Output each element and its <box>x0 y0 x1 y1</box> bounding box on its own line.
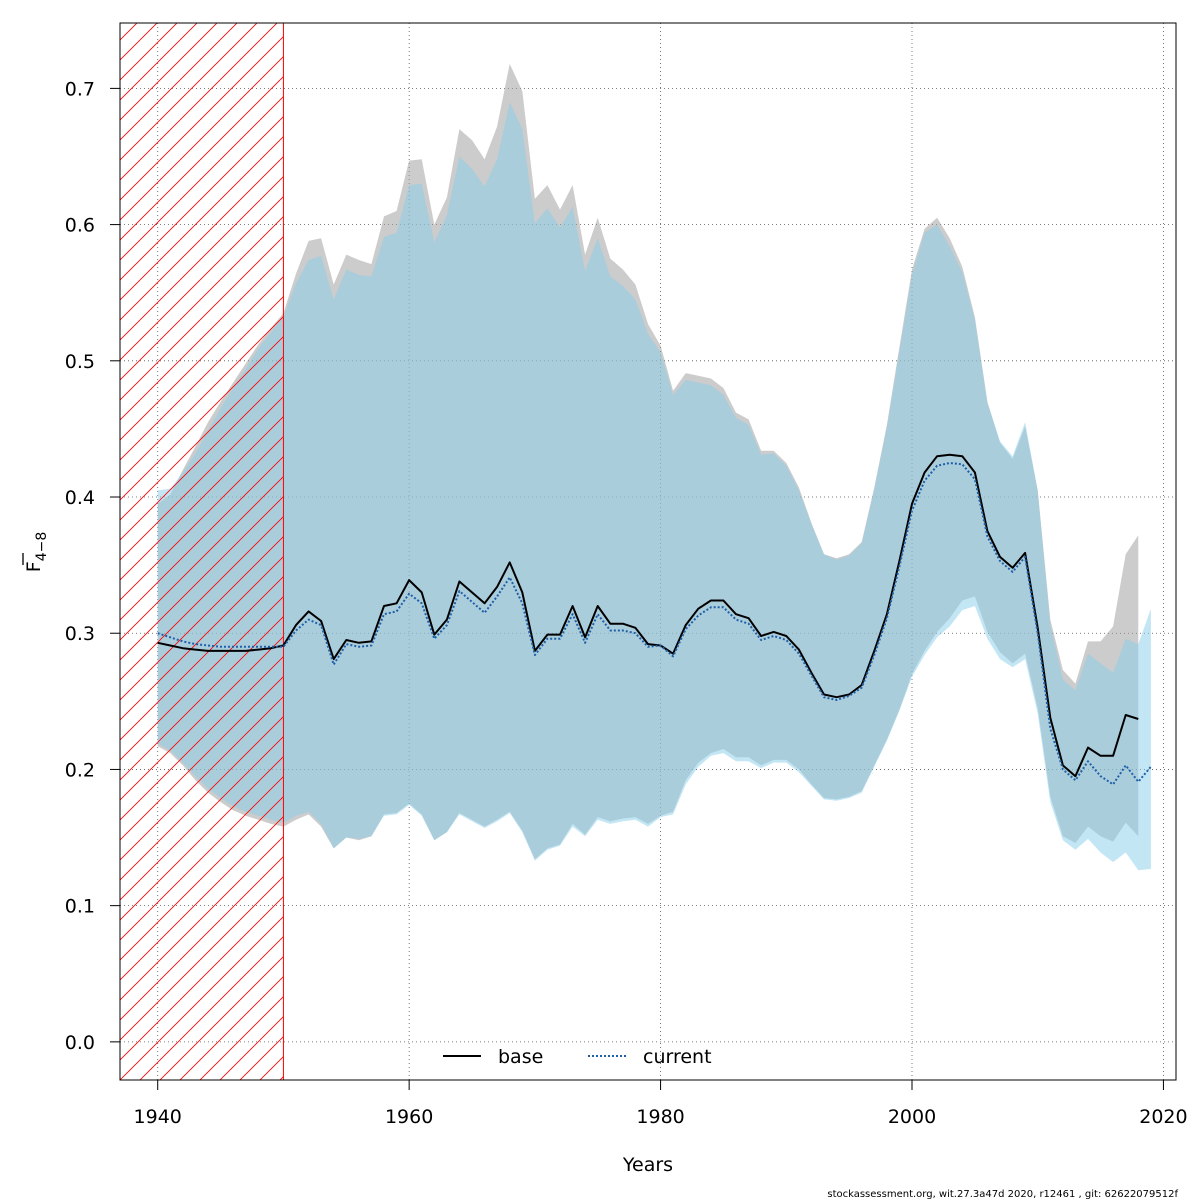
plot-frame <box>119 22 1177 1081</box>
footer-text: stockassessment.org, wit.27.3a47d 2020, … <box>827 1189 1178 1200</box>
line-current <box>157 462 1152 786</box>
x-tick-label-1: 1960 <box>385 1106 433 1128</box>
y-tick-label-3: 0.3 <box>65 623 95 645</box>
x-tick-label-3: 2000 <box>888 1106 936 1128</box>
y-tick-label-4: 0.4 <box>65 487 95 509</box>
y-tick-label-2: 0.2 <box>65 759 95 781</box>
y-tick-label-1: 0.1 <box>65 896 95 918</box>
line-base <box>157 453 1139 778</box>
legend-label-base: base <box>498 1046 543 1068</box>
x-axis-ticks: 1940 1960 1980 2000 2020 <box>134 1080 1188 1128</box>
series-lines <box>157 453 1152 786</box>
confidence-bands <box>157 63 1151 871</box>
band-current <box>157 102 1151 871</box>
y-tick-label-5: 0.5 <box>65 351 95 373</box>
shaded-region <box>120 23 284 1080</box>
x-axis-title: Years <box>622 1154 673 1176</box>
legend-label-current: current <box>643 1046 712 1068</box>
y-tick-label-0: 0.0 <box>65 1032 95 1054</box>
svg-text:F4−8: F4−8 <box>23 532 50 572</box>
y-axis-title-sub: 4−8 <box>34 532 50 562</box>
y-tick-label-7: 0.7 <box>65 78 95 100</box>
shaded-region-rect <box>120 23 284 1080</box>
x-tick-label-0: 1940 <box>134 1106 182 1128</box>
y-tick-label-6: 0.6 <box>65 215 95 237</box>
y-axis-title-main: F <box>23 561 45 572</box>
y-axis-title: F4−8 <box>22 532 50 572</box>
legend: base current <box>443 1046 712 1068</box>
y-axis-ticks: 0.0 0.1 0.2 0.3 0.4 0.5 0.6 0.7 <box>65 78 120 1054</box>
x-tick-label-4: 2020 <box>1139 1106 1187 1128</box>
x-tick-label-2: 1980 <box>636 1106 684 1128</box>
